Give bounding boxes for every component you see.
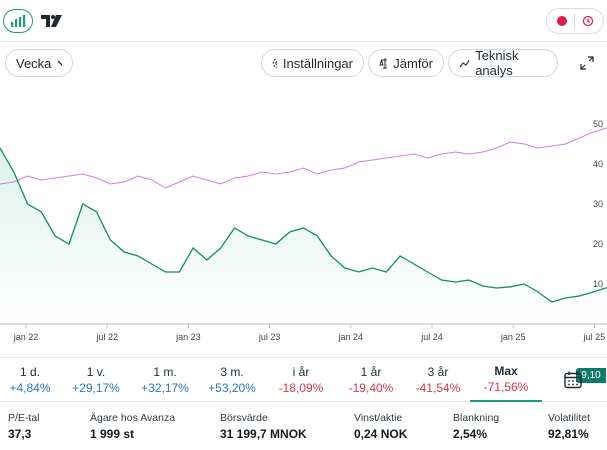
- x-tick-label: jul 25: [583, 332, 606, 342]
- stat-value: 2,54%: [453, 427, 488, 441]
- stat-label: Blankning: [453, 412, 500, 424]
- period-1m[interactable]: 1 m. +32,17%: [132, 358, 198, 402]
- x-tick-label: jan 22: [13, 332, 39, 342]
- stat-label: P/E-tal: [8, 412, 40, 424]
- bar-chart-icon: [11, 15, 26, 27]
- status-toggle[interactable]: [546, 8, 604, 34]
- period-3y[interactable]: 3 år -41,54%: [406, 358, 470, 402]
- x-tick-label: jul 22: [95, 332, 118, 342]
- tradingview-logo: [41, 9, 63, 33]
- period-value: -41,54%: [415, 381, 461, 395]
- settings-button-label: Inställningar: [282, 55, 353, 71]
- period-1d[interactable]: 1 d. +4,84%: [0, 358, 60, 402]
- chevron-down-icon: [57, 60, 62, 66]
- period-value: +4,84%: [9, 381, 51, 395]
- stat-value: 1 999 st: [90, 427, 135, 441]
- x-tick-label: jan 25: [500, 332, 526, 342]
- technical-analysis-button-label: Teknisk analys: [475, 48, 519, 78]
- period-label: 1 d.: [19, 365, 40, 379]
- period-value: +32,17%: [141, 381, 189, 395]
- stat-label: Ägare hos Avanza: [90, 412, 176, 424]
- last-price-badge: 9,10: [576, 368, 606, 383]
- y-tick-label: 20: [593, 239, 603, 249]
- period-value: -18,09%: [278, 381, 324, 395]
- chart-type-group: [3, 8, 63, 34]
- period-label: 3 m.: [220, 365, 244, 379]
- compare-button[interactable]: Jämför: [368, 49, 444, 77]
- stat-owners: Ägare hos Avanza 1 999 st: [90, 412, 175, 441]
- bar-chart-type-button[interactable]: [3, 9, 33, 33]
- period-label: Max: [494, 364, 518, 378]
- period-performance-row: 1 d. +4,84% 1 v. +29,17% 1 m. +32,17% 3 …: [0, 357, 607, 402]
- stat-value: 92,81%: [548, 427, 589, 441]
- period-ytd[interactable]: i år -18,09%: [266, 358, 336, 402]
- period-value: +53,20%: [208, 381, 256, 395]
- stat-pe: P/E-tal 37,3: [8, 412, 40, 441]
- stat-value: 0,24 NOK: [354, 427, 408, 441]
- stat-label: Vinst/aktie: [354, 412, 403, 424]
- stat-market-cap: Börsvärde 31 199,7 MNOK: [220, 412, 307, 441]
- calendar-icon[interactable]: [563, 370, 583, 390]
- compare-series-line: [0, 127, 607, 189]
- top-bar: [0, 0, 607, 42]
- period-label: 1 v.: [86, 365, 106, 379]
- stat-value: 31 199,7 MNOK: [220, 427, 307, 441]
- expand-icon[interactable]: [579, 55, 595, 71]
- record-dot-icon: [556, 16, 567, 26]
- price-chart[interactable]: 10 20 30 40 50 jan 22 jul 22 jan 23 jul 23 jan 2…: [0, 86, 607, 383]
- period-value: +29,17%: [72, 381, 120, 395]
- period-label: 1 år: [360, 365, 382, 379]
- settings-button[interactable]: Inställningar: [261, 49, 364, 77]
- period-label: 3 år: [427, 365, 449, 379]
- history-icon: [582, 15, 593, 27]
- x-tick-label: jan 24: [338, 332, 364, 342]
- period-3m[interactable]: 3 m. +53,20%: [198, 358, 266, 402]
- period-value: -19,40%: [348, 381, 394, 395]
- y-tick-label: 50: [593, 119, 603, 129]
- stat-eps: Vinst/aktie 0,24 NOK: [354, 412, 407, 441]
- stat-value: 37,3: [8, 427, 32, 441]
- chart-toolbar: Vecka Inställningar Jämför Teknisk analy…: [0, 48, 607, 79]
- scale-icon: [379, 58, 388, 69]
- x-tick-label: jul 24: [420, 332, 443, 342]
- x-tick-label: jan 23: [175, 332, 201, 342]
- period-value: -71,56%: [483, 380, 529, 394]
- x-axis: jan 22 jul 22 jan 23 jul 23 jan 24 jul 24 jan …: [13, 324, 605, 342]
- period-1y[interactable]: 1 år -19,40%: [336, 358, 406, 402]
- key-stats-row: P/E-tal 37,3 Ägare hos Avanza 1 999 st B…: [0, 410, 607, 450]
- y-tick-label: 10: [593, 279, 603, 289]
- x-tick-label: jul 23: [258, 332, 281, 342]
- gear-icon: [272, 57, 277, 69]
- period-1w[interactable]: 1 v. +29,17%: [60, 358, 132, 402]
- price-area-fill: [0, 148, 607, 324]
- stat-short-interest: Blankning 2,54%: [453, 412, 499, 441]
- stat-label: Börsvärde: [220, 412, 268, 424]
- trend-line-icon: [459, 59, 470, 68]
- technical-analysis-button[interactable]: Teknisk analys: [448, 48, 558, 78]
- period-label: 1 m.: [153, 365, 177, 379]
- y-axis: 10 20 30 40 50: [593, 119, 603, 289]
- period-dropdown-label: Vecka: [16, 55, 52, 71]
- y-tick-label: 40: [593, 159, 603, 169]
- period-dropdown[interactable]: Vecka: [5, 49, 73, 77]
- period-label: i år: [292, 365, 310, 379]
- stat-volatility: Volatilitet 92,81%: [548, 412, 590, 441]
- period-max[interactable]: Max -71,56%: [470, 358, 542, 402]
- compare-button-label: Jämför: [393, 55, 433, 71]
- divider: [573, 14, 575, 28]
- y-tick-label: 30: [593, 199, 603, 209]
- price-series-line: [0, 147, 607, 303]
- stat-label: Volatilitet: [548, 412, 591, 424]
